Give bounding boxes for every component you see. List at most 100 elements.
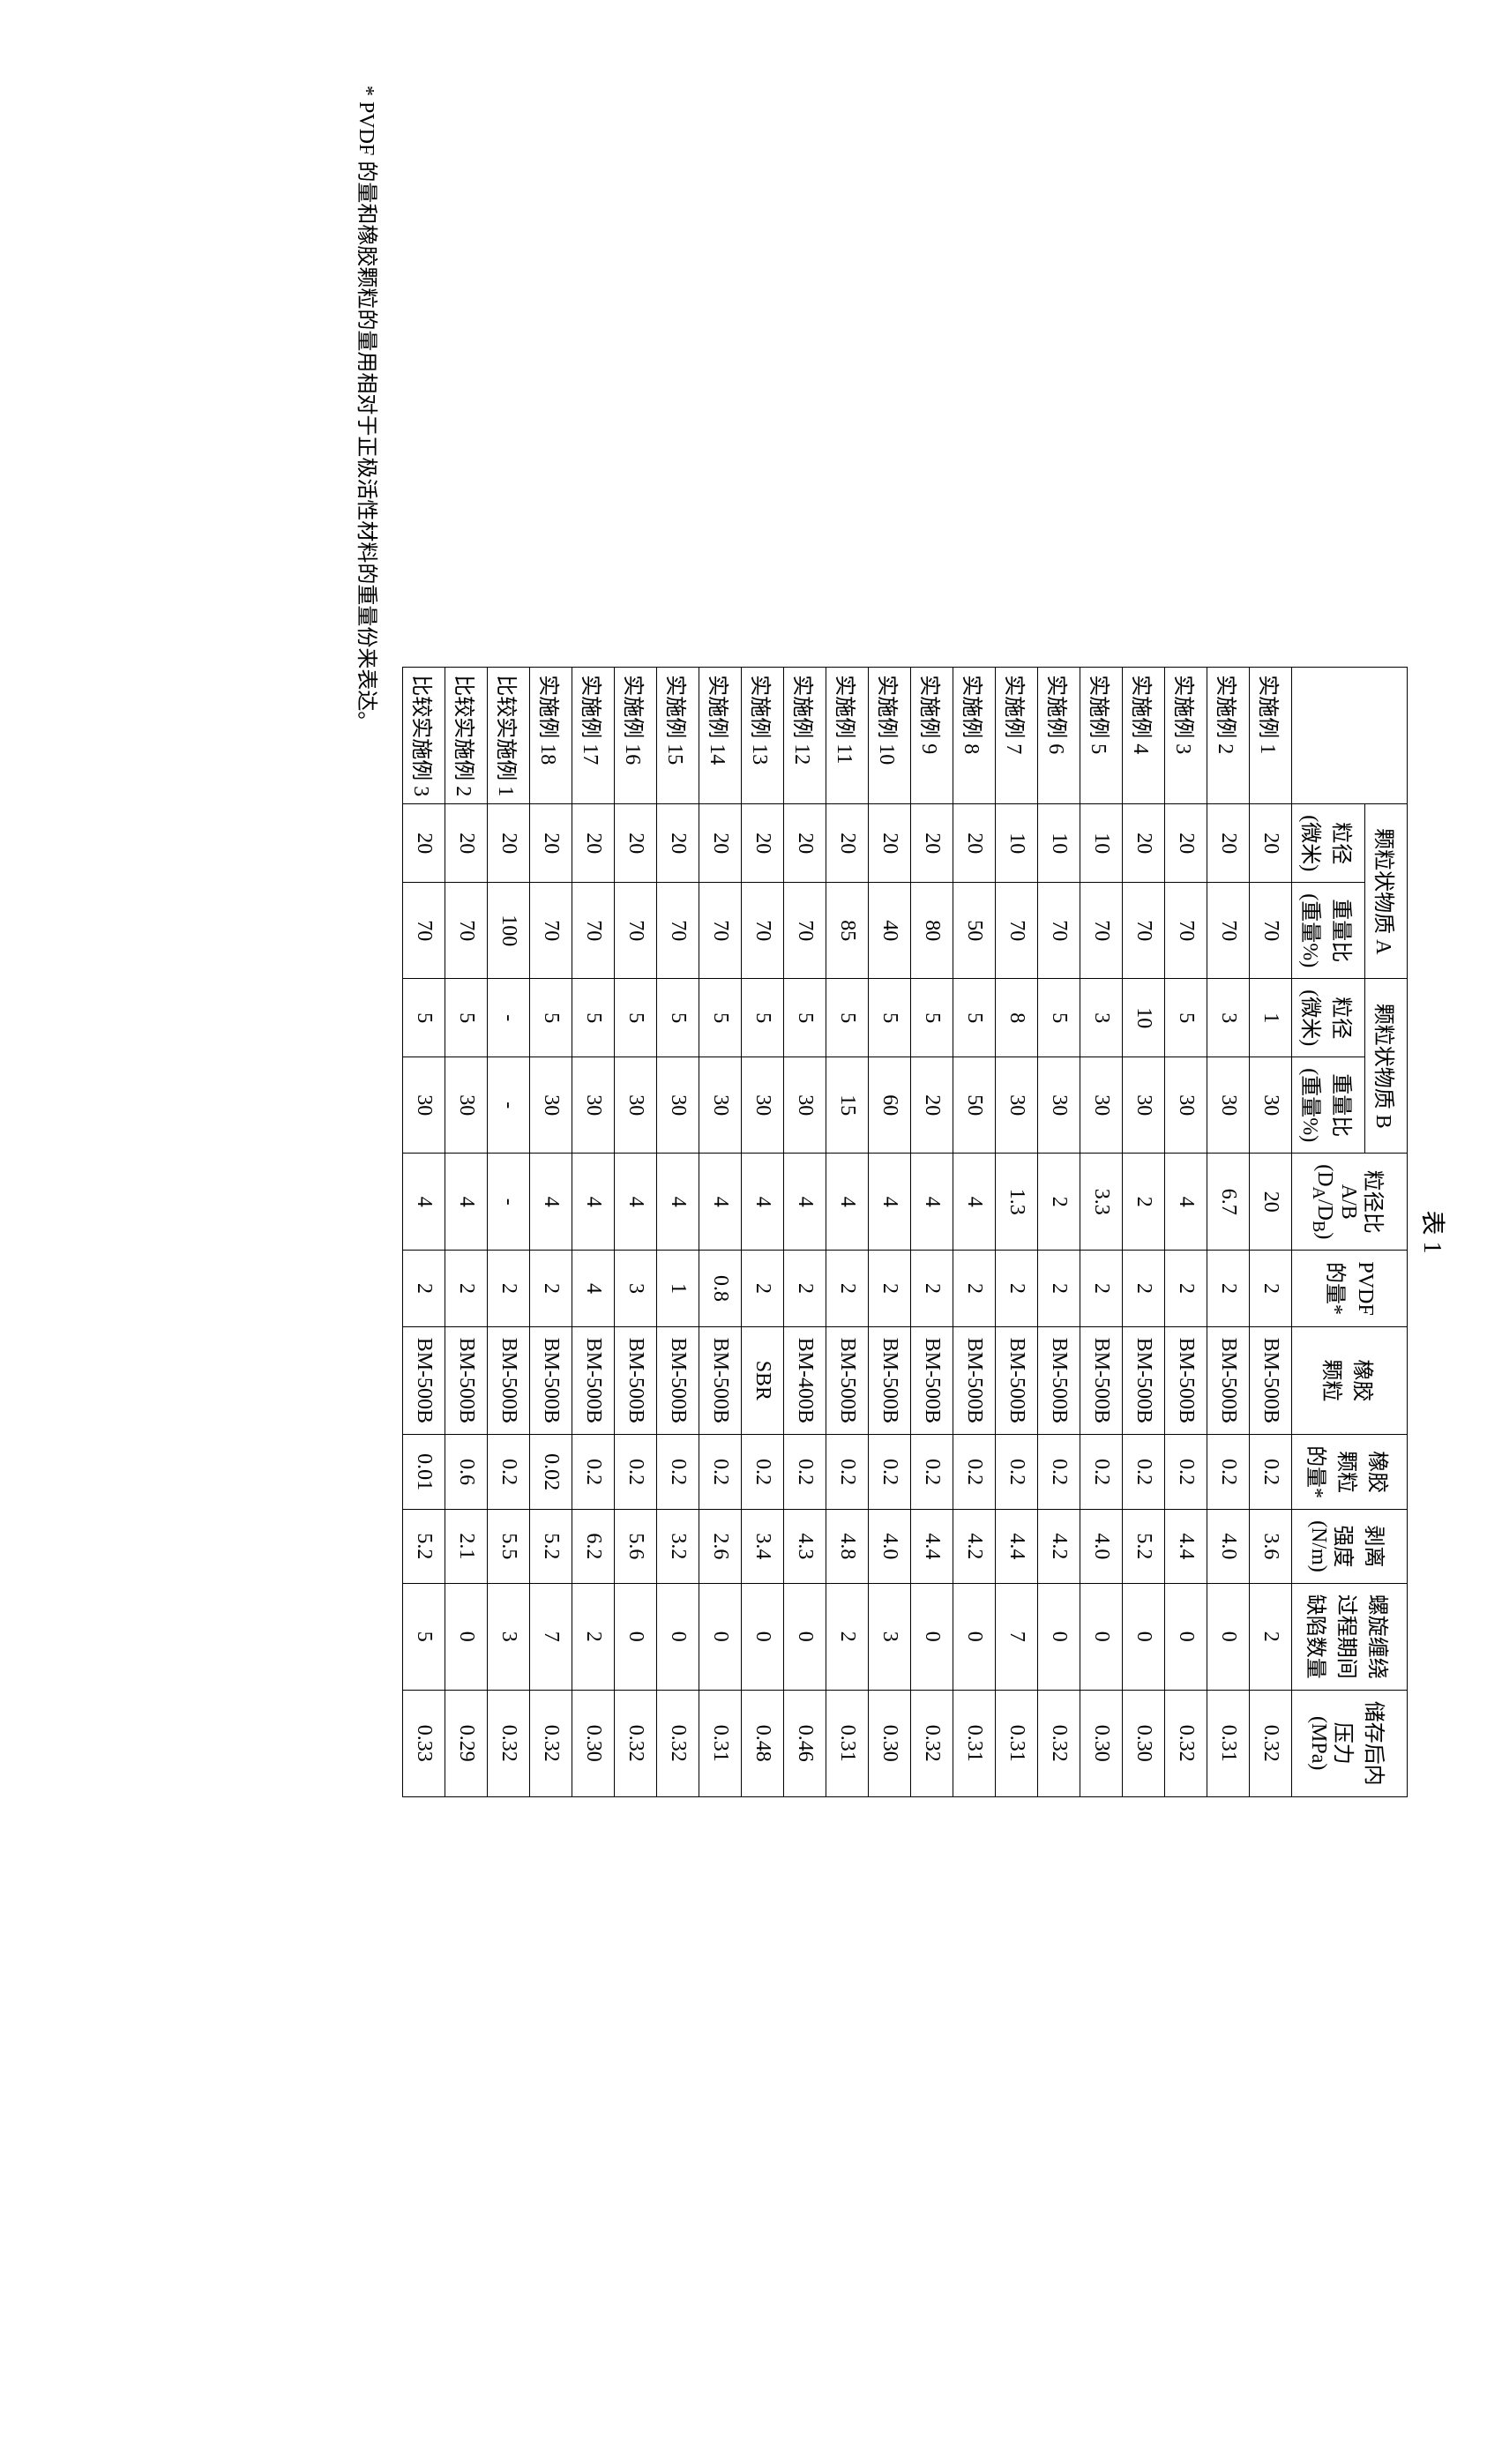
row-label: 实施例 12 — [784, 668, 826, 804]
cell-rubber: BM-500B — [1165, 1326, 1207, 1434]
cell-b-size: 5 — [826, 979, 869, 1057]
cell-b-wt: 30 — [996, 1057, 1038, 1154]
cell-rubber-amt: 0.2 — [1207, 1435, 1250, 1510]
cell-a-size: 20 — [572, 804, 615, 883]
cell-rubber-amt: 0.02 — [530, 1435, 572, 1510]
cell-pvdf: 2 — [488, 1251, 530, 1326]
header-blank — [1292, 668, 1408, 804]
cell-b-size: 5 — [615, 979, 657, 1057]
cell-a-wt: 70 — [1080, 883, 1123, 979]
cell-a-size: 20 — [1123, 804, 1165, 883]
cell-a-wt: 70 — [1207, 883, 1250, 979]
cell-b-wt: 30 — [1250, 1057, 1292, 1154]
table-row: 实施例 6107053022BM-500B0.24.200.32 — [1038, 668, 1080, 1796]
cell-a-size: 20 — [826, 804, 869, 883]
cell-peel: 4.4 — [996, 1510, 1038, 1584]
cell-ratio: 4 — [615, 1154, 657, 1251]
cell-ratio: 2 — [1038, 1154, 1080, 1251]
cell-a-size: 10 — [1080, 804, 1123, 883]
cell-pressure: 0.30 — [1123, 1690, 1165, 1796]
cell-pvdf: 2 — [1250, 1251, 1292, 1326]
cell-pvdf: 4 — [572, 1251, 615, 1326]
cell-b-size: 5 — [445, 979, 488, 1057]
cell-ratio: 4 — [530, 1154, 572, 1251]
row-label: 实施例 5 — [1080, 668, 1123, 804]
header-group-b: 颗粒状物质 B — [1365, 979, 1408, 1154]
cell-rubber-amt: 0.2 — [953, 1435, 996, 1510]
cell-defects: 0 — [657, 1583, 699, 1690]
cell-a-size: 20 — [1207, 804, 1250, 883]
cell-a-wt: 70 — [445, 883, 488, 979]
cell-rubber-amt: 0.2 — [911, 1435, 953, 1510]
cell-peel: 5.5 — [488, 1510, 530, 1584]
cell-rubber: BM-500B — [403, 1326, 445, 1434]
table-row: 比较实施例 2207053042BM-500B0.62.100.29 — [445, 668, 488, 1796]
cell-a-size: 10 — [1038, 804, 1080, 883]
cell-defects: 2 — [572, 1583, 615, 1690]
cell-pressure: 0.30 — [572, 1690, 615, 1796]
header-rubber: 橡胶颗粒 — [1292, 1326, 1408, 1434]
cell-peel: 5.2 — [1123, 1510, 1165, 1584]
cell-rubber: BM-500B — [826, 1326, 869, 1434]
cell-defects: 7 — [530, 1583, 572, 1690]
cell-rubber-amt: 0.2 — [996, 1435, 1038, 1510]
cell-pressure: 0.31 — [953, 1690, 996, 1796]
cell-pressure: 0.33 — [403, 1690, 445, 1796]
cell-ratio: 4 — [869, 1154, 911, 1251]
cell-b-wt: - — [488, 1057, 530, 1154]
data-table: 颗粒状物质 A 颗粒状物质 B 粒径比A/B(DA/DB) PVDF的量* 橡胶… — [402, 667, 1408, 1796]
cell-defects: 0 — [615, 1583, 657, 1690]
cell-b-size: 5 — [742, 979, 784, 1057]
cell-defects: 2 — [1250, 1583, 1292, 1690]
cell-pressure: 0.48 — [742, 1690, 784, 1796]
cell-b-wt: 30 — [1123, 1057, 1165, 1154]
cell-rubber: BM-500B — [1080, 1326, 1123, 1434]
table-row: 实施例 510703303.32BM-500B0.24.000.30 — [1080, 668, 1123, 1796]
table-row: 实施例 11208551542BM-500B0.24.820.31 — [826, 668, 869, 1796]
cell-b-wt: 30 — [615, 1057, 657, 1154]
cell-b-wt: 30 — [530, 1057, 572, 1154]
cell-a-wt: 70 — [1038, 883, 1080, 979]
cell-ratio: 1.3 — [996, 1154, 1038, 1251]
cell-ratio: 4 — [911, 1154, 953, 1251]
cell-a-size: 20 — [911, 804, 953, 883]
cell-pressure: 0.32 — [615, 1690, 657, 1796]
cell-b-wt: 30 — [699, 1057, 742, 1154]
row-label: 实施例 4 — [1123, 668, 1165, 804]
cell-a-size: 20 — [699, 804, 742, 883]
cell-b-wt: 30 — [742, 1057, 784, 1154]
cell-rubber: BM-500B — [699, 1326, 742, 1434]
cell-ratio: 4 — [445, 1154, 488, 1251]
table-row: 实施例 8205055042BM-500B0.24.200.31 — [953, 668, 996, 1796]
cell-rubber: BM-500B — [1038, 1326, 1080, 1434]
table-row: 实施例 18207053042BM-500B0.025.270.32 — [530, 668, 572, 1796]
cell-peel: 4.4 — [911, 1510, 953, 1584]
cell-pressure: 0.32 — [1250, 1690, 1292, 1796]
cell-rubber: BM-500B — [1123, 1326, 1165, 1434]
cell-pressure: 0.32 — [530, 1690, 572, 1796]
cell-a-wt: 70 — [1123, 883, 1165, 979]
cell-b-size: 5 — [699, 979, 742, 1057]
cell-a-size: 20 — [1165, 804, 1207, 883]
cell-rubber-amt: 0.2 — [784, 1435, 826, 1510]
cell-ratio: 4 — [826, 1154, 869, 1251]
cell-b-wt: 30 — [1207, 1057, 1250, 1154]
cell-pvdf: 2 — [403, 1251, 445, 1326]
header-b-size: 粒径(微米) — [1292, 979, 1365, 1057]
row-label: 实施例 9 — [911, 668, 953, 804]
cell-a-size: 10 — [996, 804, 1038, 883]
cell-ratio: 6.7 — [1207, 1154, 1250, 1251]
table-row: 实施例 12070130202BM-500B0.23.620.32 — [1250, 668, 1292, 1796]
cell-a-wt: 70 — [572, 883, 615, 979]
cell-b-wt: 30 — [784, 1057, 826, 1154]
row-label: 实施例 15 — [657, 668, 699, 804]
header-pressure: 储存后内压力(MPa) — [1292, 1690, 1408, 1796]
cell-pvdf: 2 — [1165, 1251, 1207, 1326]
cell-b-wt: 15 — [826, 1057, 869, 1154]
cell-rubber-amt: 0.2 — [742, 1435, 784, 1510]
cell-pressure: 0.31 — [996, 1690, 1038, 1796]
table-row: 实施例 3207053042BM-500B0.24.400.32 — [1165, 668, 1207, 1796]
row-label: 实施例 18 — [530, 668, 572, 804]
cell-ratio: 4 — [572, 1154, 615, 1251]
header-b-weight: 重量比(重量%) — [1292, 1057, 1365, 1154]
